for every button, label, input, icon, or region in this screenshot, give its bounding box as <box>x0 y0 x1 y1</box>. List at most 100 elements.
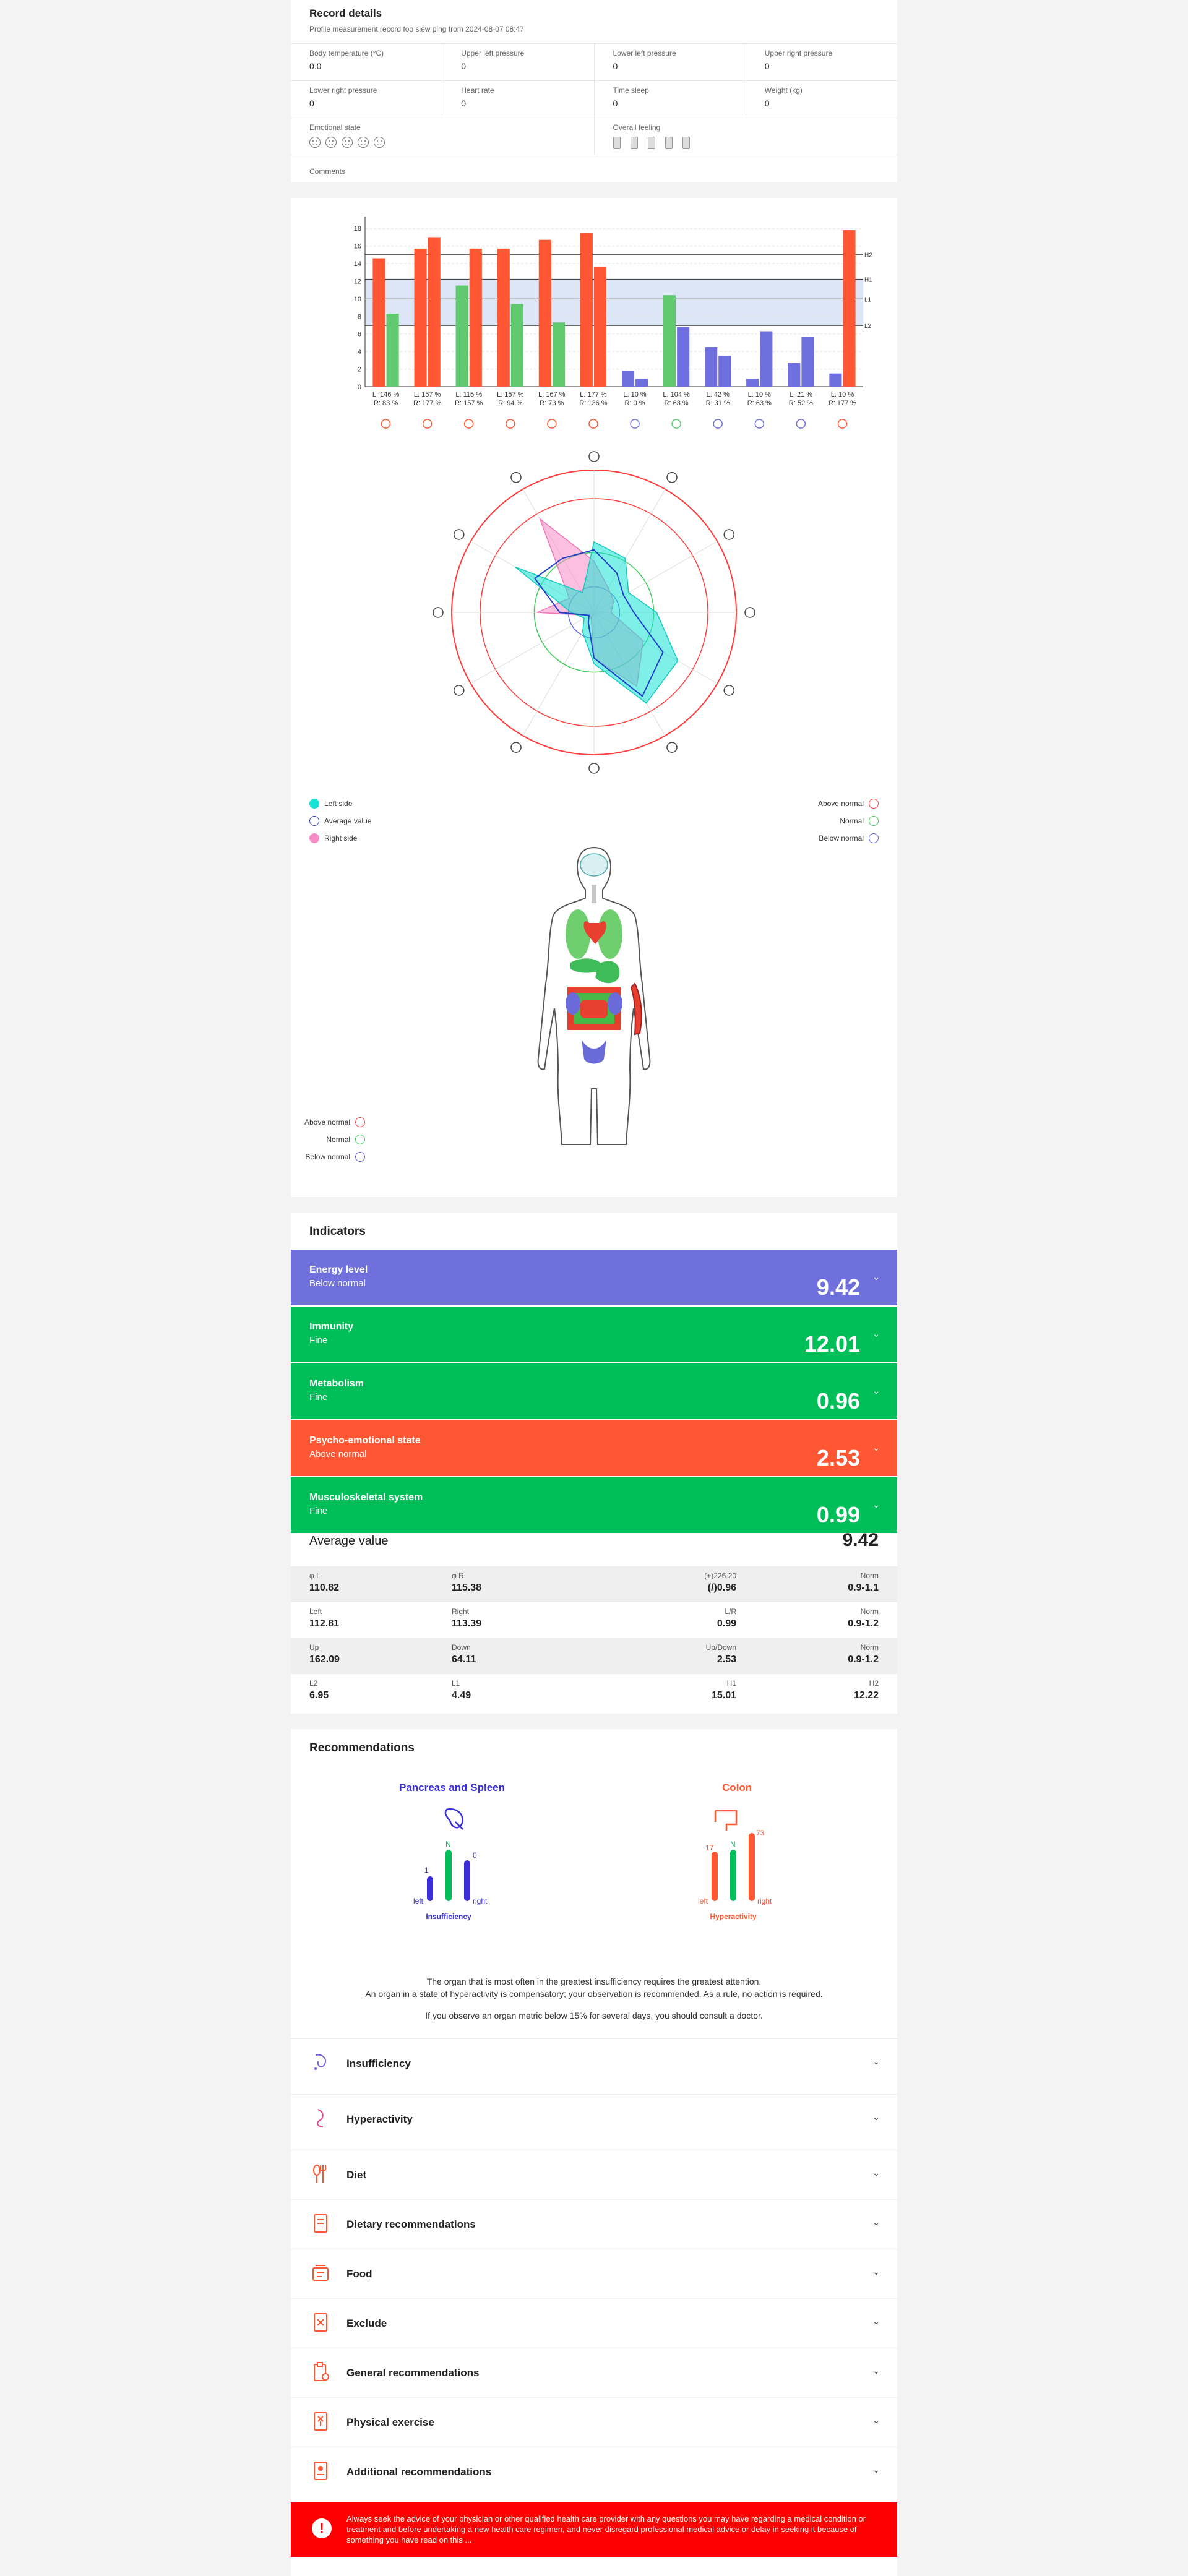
heart-organ <box>583 921 606 944</box>
chevron-down-icon[interactable]: ⌄ <box>872 1272 880 1282</box>
bar-left <box>538 239 551 387</box>
small-intestine-organ <box>580 1000 608 1018</box>
chevron-down-icon[interactable]: ⌄ <box>872 1443 880 1453</box>
chevron-down-icon[interactable]: ⌄ <box>872 2168 880 2178</box>
chevron-down-icon[interactable]: ⌄ <box>872 2366 880 2376</box>
normal-range-band <box>365 279 863 326</box>
organ1-right-bar <box>464 1860 470 1901</box>
recommendations-card: Recommendations Pancreas and Spleen Colo… <box>291 1729 897 2576</box>
comments-label: Comments <box>309 167 346 176</box>
chevron-down-icon[interactable]: ⌄ <box>872 2056 880 2066</box>
accordion-food[interactable]: Food ⌄ <box>291 2249 897 2298</box>
bar-right <box>843 230 856 387</box>
bar-left <box>788 363 801 387</box>
happy-face-icon[interactable] <box>358 137 369 148</box>
stats-row-phi: φ L 110.82 φ R 115.38 (+)226.20 (/)0.96 Nor… <box>291 1566 897 1602</box>
indicator-musculoskeletal[interactable]: Musculoskeletal system Fine 0.99 ⌄ <box>291 1477 897 1533</box>
x-tick-label-left: L: 10 % <box>623 391 647 398</box>
bar-right <box>677 327 690 387</box>
organ-icon <box>796 419 806 429</box>
field-overall-feeling: Overall feeling <box>595 118 898 155</box>
indicator-immunity[interactable]: Immunity Fine 12.01 ⌄ <box>291 1307 897 1362</box>
field-heart-rate: Heart rate 0 <box>442 81 595 118</box>
chevron-down-icon[interactable]: ⌄ <box>872 2415 880 2425</box>
feeling-level-1-icon[interactable] <box>613 137 621 149</box>
accordion-diet[interactable]: Diet ⌄ <box>291 2150 897 2199</box>
field-weight: Weight (kg) 0 <box>764 86 803 108</box>
organ2-left-label: left <box>698 1897 708 1905</box>
radar-spoke <box>522 612 595 736</box>
x-tick-label-left: L: 104 % <box>663 391 690 398</box>
rec-text-2: An organ in a state of hyperactivity is … <box>365 1989 823 1999</box>
very-happy-face-icon[interactable] <box>374 137 385 148</box>
field-upper-left-pressure: Upper left pressure 0 <box>442 44 595 80</box>
throat-organ <box>592 885 596 903</box>
accordion-general-recommendations[interactable]: General recommendations ⌄ <box>291 2348 897 2397</box>
accordion-insufficiency[interactable]: Insufficiency ⌄ <box>291 2038 897 2088</box>
chevron-down-icon[interactable]: ⌄ <box>872 1386 880 1396</box>
organ-icon <box>744 607 755 618</box>
charts-card: 0 2 4 6 8 10 12 14 16 18 H2 H1 L1 L2 L: 146 % R: 83 % L:… <box>291 198 897 1197</box>
feeling-level-3-icon[interactable] <box>647 137 655 149</box>
bar-right <box>801 337 814 387</box>
indicator-energy-level[interactable]: Energy level Below normal 9.42 ⌄ <box>291 1250 897 1305</box>
radar-average <box>533 549 664 698</box>
y-tick-label: 14 <box>354 260 361 268</box>
x-tick-label-right: R: 177 % <box>829 400 856 407</box>
accordion-dietary-recommendations[interactable]: Dietary recommendations ⌄ <box>291 2199 897 2249</box>
feeling-level-4-icon[interactable] <box>665 137 673 149</box>
x-tick-label-right: R: 136 % <box>579 400 607 407</box>
feeling-level-2-icon[interactable] <box>630 137 638 149</box>
bar-left <box>414 248 427 387</box>
legend-right-side: Right side <box>309 830 372 847</box>
reference-label: L1 <box>864 296 872 303</box>
chevron-down-icon[interactable]: ⌄ <box>872 1500 880 1509</box>
rec-text-1: The organ that is most often in the grea… <box>426 1977 762 1986</box>
radar-spoke <box>470 612 595 684</box>
organ-icon <box>454 529 465 540</box>
body-legend-below: Below normal <box>304 1148 366 1166</box>
radar-legend-left: Left side Average value Right side <box>309 795 372 847</box>
accordion-hyperactivity[interactable]: Hyperactivity ⌄ <box>291 2094 897 2144</box>
organ1-status: Insufficiency <box>426 1912 471 1921</box>
indicator-psycho-emotional[interactable]: Psycho-emotional state Above normal 2.53… <box>291 1420 897 1476</box>
chevron-down-icon[interactable]: ⌄ <box>872 2316 880 2326</box>
x-tick-label-left: L: 42 % <box>707 391 730 398</box>
accordion-physical-exercise[interactable]: Physical exercise ⌄ <box>291 2397 897 2447</box>
very-sad-face-icon[interactable] <box>309 137 321 148</box>
organ-icon <box>422 419 433 429</box>
x-tick-label-left: L: 157 % <box>497 391 524 398</box>
accordion-additional-recommendations[interactable]: Additional recommendations ⌄ <box>291 2447 897 2496</box>
chevron-down-icon[interactable]: ⌄ <box>872 2112 880 2122</box>
accordion-exclude[interactable]: Exclude ⌄ <box>291 2298 897 2348</box>
organ-icon <box>723 685 734 696</box>
bar-left <box>705 347 718 387</box>
y-tick-label: 4 <box>358 348 361 356</box>
bar-left <box>663 295 676 387</box>
organ-icon <box>510 742 522 753</box>
reference-label: H1 <box>864 277 872 283</box>
indicator-metabolism[interactable]: Metabolism Fine 0.96 ⌄ <box>291 1363 897 1419</box>
chevron-down-icon[interactable]: ⌄ <box>872 2465 880 2475</box>
hyperactivity-icon <box>317 2109 324 2127</box>
organ-icon <box>671 419 681 429</box>
feeling-level-5-icon[interactable] <box>682 137 690 149</box>
organ2-normal-bar <box>730 1850 736 1901</box>
food-icon <box>312 2265 329 2281</box>
chevron-down-icon[interactable]: ⌄ <box>872 1329 880 1339</box>
sad-face-icon[interactable] <box>325 137 337 148</box>
record-details-card: Record details Profile measurement recor… <box>291 0 897 182</box>
chevron-down-icon[interactable]: ⌄ <box>872 2217 880 2227</box>
rec-text-3: If you observe an organ metric below 15%… <box>425 2011 763 2020</box>
organ1-name: Pancreas and Spleen <box>399 1782 506 1793</box>
record-title: Record details <box>309 7 382 19</box>
left-kidney-organ <box>566 992 580 1015</box>
neutral-face-icon[interactable] <box>342 137 353 148</box>
field-emotional-state: Emotional state <box>291 118 595 155</box>
x-tick-label-right: R: 157 % <box>455 400 483 407</box>
stats-row-thresholds: L2 6.95 L1 4.49 H1 15.01 H2 12.22 <box>309 1679 879 1701</box>
chevron-down-icon[interactable]: ⌄ <box>872 2267 880 2277</box>
liver-organ <box>570 958 600 973</box>
organ-icon <box>588 451 600 462</box>
y-tick-label: 18 <box>354 225 361 233</box>
